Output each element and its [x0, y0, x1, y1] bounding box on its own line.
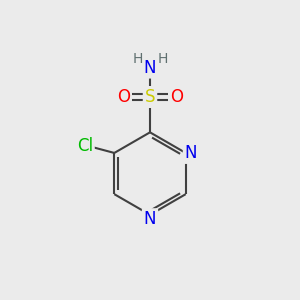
Text: S: S [145, 88, 155, 106]
Text: H: H [132, 52, 143, 66]
Text: O: O [170, 88, 183, 106]
Text: N: N [185, 144, 197, 162]
Text: O: O [117, 88, 130, 106]
Text: H: H [157, 52, 168, 66]
Text: N: N [144, 210, 156, 228]
Text: N: N [144, 58, 156, 76]
Text: Cl: Cl [76, 137, 93, 155]
